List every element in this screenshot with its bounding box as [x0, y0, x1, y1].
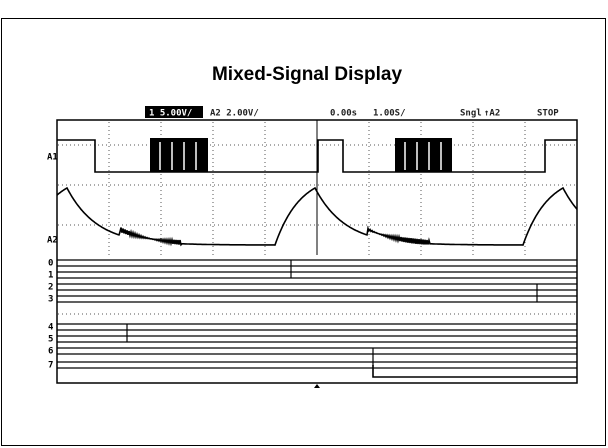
a1-burst [395, 138, 452, 172]
status-trigger: ↑A2 [484, 109, 500, 119]
scope-screen [57, 120, 577, 383]
page: Mixed-Signal Display 1 5.00V/ A2 2.00V/ … [0, 0, 608, 448]
trigger-marker [314, 384, 320, 388]
digital-label: 3 [48, 295, 53, 305]
analog-label: A2 [47, 236, 58, 246]
digital-label: 0 [48, 259, 53, 269]
digital-label: 1 [48, 271, 53, 281]
status-a2: A2 2.00V/ [210, 109, 259, 119]
title: Mixed-Signal Display [212, 64, 402, 85]
status-ch1: 1 5.00V/ [149, 109, 192, 119]
status-mode: Sngl [460, 109, 482, 119]
status-offset: 0.00s [330, 109, 357, 119]
a1-burst [150, 138, 208, 172]
digital-label: 6 [48, 347, 53, 357]
digital-label: 2 [48, 283, 53, 293]
digital-label: 5 [48, 335, 53, 345]
status-state: STOP [537, 109, 559, 119]
analog-label: A1 [47, 153, 58, 163]
status-timescale: 1.00S/ [373, 109, 406, 119]
digital-label: 4 [48, 323, 54, 333]
digital-label: 7 [48, 361, 53, 371]
